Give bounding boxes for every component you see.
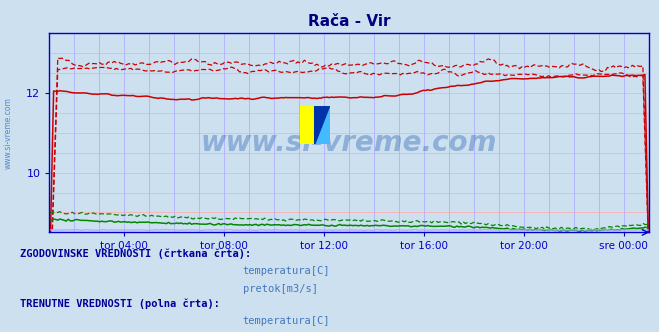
Text: TRENUTNE VREDNOSTI (polna črta):: TRENUTNE VREDNOSTI (polna črta): <box>20 298 219 309</box>
Text: www.si-vreme.com: www.si-vreme.com <box>3 97 13 169</box>
Text: temperatura[C]: temperatura[C] <box>243 316 330 326</box>
Text: www.si-vreme.com: www.si-vreme.com <box>201 129 498 157</box>
Bar <box>300 106 315 144</box>
Text: temperatura[C]: temperatura[C] <box>243 266 330 276</box>
Bar <box>315 106 330 144</box>
Text: pretok[m3/s]: pretok[m3/s] <box>243 284 318 294</box>
Title: Rača - Vir: Rača - Vir <box>308 14 391 29</box>
Text: ZGODOVINSKE VREDNOSTI (črtkana črta):: ZGODOVINSKE VREDNOSTI (črtkana črta): <box>20 249 251 259</box>
Polygon shape <box>315 106 330 144</box>
